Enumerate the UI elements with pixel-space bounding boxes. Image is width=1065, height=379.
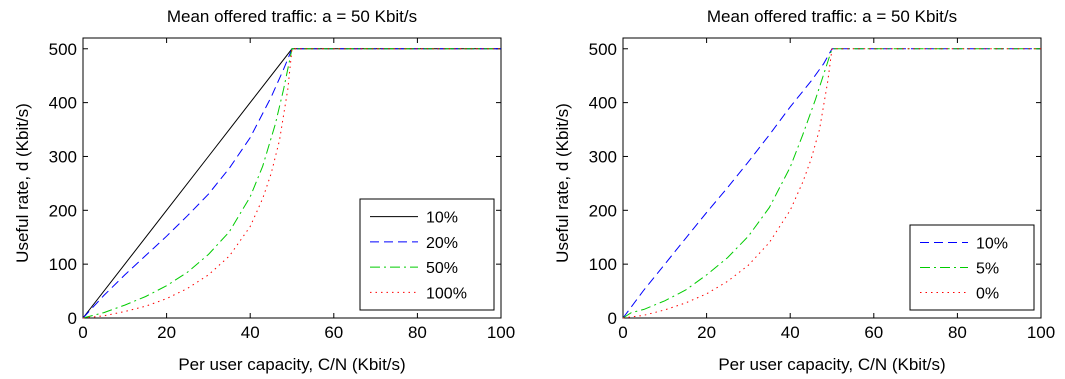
plot-area: 0 20 40 60 80 100 0 100 200 300 400 500 10% 5% 0% [589, 37, 1055, 342]
legend: 10% 20% 50% 100% [359, 198, 495, 311]
legend-label: 10% [976, 236, 1008, 253]
axes-box [82, 37, 502, 319]
x-tick-label: 60 [324, 323, 343, 342]
y-tick-label: 300 [49, 147, 77, 166]
y-axis-label: Useful rate, d (Kbit/s) [13, 103, 32, 263]
x-tick-label: 40 [781, 323, 800, 342]
x-tick-label: 20 [697, 323, 716, 342]
chart-left: Mean offered traffic: a = 50 Kbit/s Usef… [13, 7, 515, 374]
x-tick-label: 0 [618, 323, 627, 342]
legend-label: 50% [426, 260, 458, 277]
y-tick-label: 0 [608, 309, 617, 328]
y-tick-label: 500 [49, 40, 77, 59]
legend-label: 5% [976, 261, 999, 278]
legend: 10% 5% 0% [909, 224, 1035, 311]
x-tick-label: 60 [864, 323, 883, 342]
series-line-5pct [622, 48, 1041, 319]
series-line-50pct [82, 48, 501, 319]
y-tick-label: 500 [589, 40, 617, 59]
y-axis-label: Useful rate, d (Kbit/s) [553, 103, 572, 263]
legend-label: 100% [426, 285, 467, 302]
y-tick-label: 400 [589, 94, 617, 113]
chart-right: Mean offered traffic: a = 50 Kbit/s Usef… [553, 7, 1055, 374]
x-tick-label: 0 [78, 323, 87, 342]
x-tick-label: 100 [1027, 323, 1055, 342]
x-tick-label: 40 [241, 323, 260, 342]
y-tick-label: 200 [589, 201, 617, 220]
x-tick-label: 80 [948, 323, 967, 342]
legend-box [909, 224, 1035, 311]
x-axis-label: Per user capacity, C/N (Kbit/s) [178, 355, 405, 374]
x-axis-label: Per user capacity, C/N (Kbit/s) [718, 355, 945, 374]
chart-title: Mean offered traffic: a = 50 Kbit/s [167, 7, 417, 26]
axes-box [622, 37, 1042, 319]
y-tick-label: 100 [49, 255, 77, 274]
x-tick-label: 80 [408, 323, 427, 342]
y-tick-label: 400 [49, 94, 77, 113]
y-tick-label: 200 [49, 201, 77, 220]
legend-label: 20% [426, 235, 458, 252]
chart-title: Mean offered traffic: a = 50 Kbit/s [707, 7, 957, 26]
legend-box [359, 198, 495, 311]
legend-label: 10% [426, 210, 458, 227]
y-tick-label: 300 [589, 147, 617, 166]
plot-area: 0 20 40 60 80 100 0 100 200 300 400 500 10% 20% 50% 100… [49, 37, 515, 342]
y-tick-label: 100 [589, 255, 617, 274]
legend-label: 0% [976, 286, 999, 303]
x-tick-label: 100 [487, 323, 515, 342]
y-tick-label: 0 [68, 309, 77, 328]
x-tick-label: 20 [157, 323, 176, 342]
